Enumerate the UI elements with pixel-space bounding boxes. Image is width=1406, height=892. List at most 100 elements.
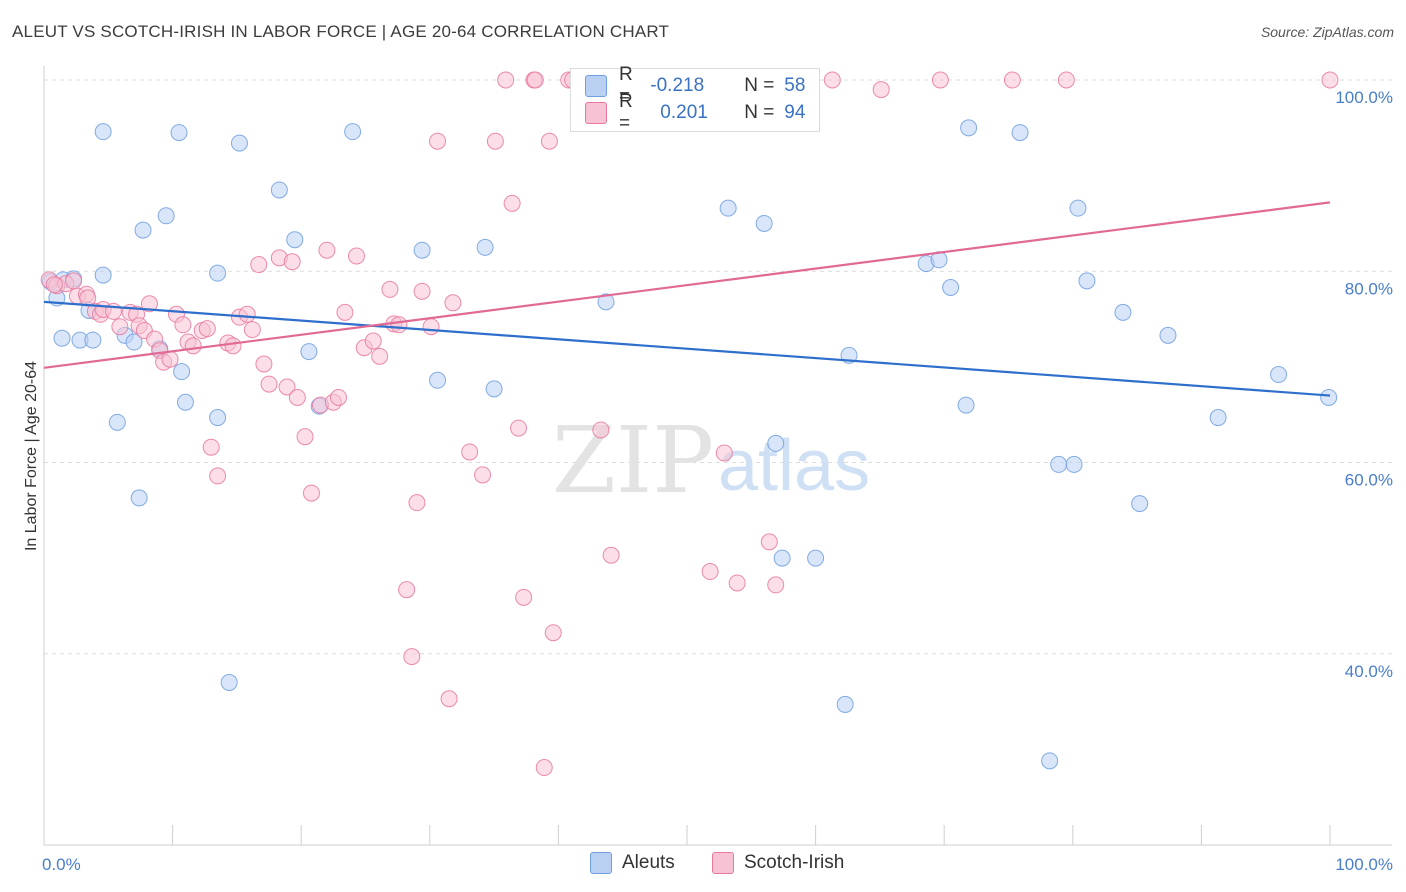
scotch-irish-point-11 xyxy=(111,318,129,336)
scotch-irish-point-24 xyxy=(184,337,202,355)
aleut-point-42 xyxy=(942,279,960,297)
scotch-irish-point-74 xyxy=(544,624,562,642)
scotch-irish-point-39 xyxy=(283,253,301,271)
scotch-irish-point-67 xyxy=(503,194,521,212)
aleut-point-30 xyxy=(429,371,447,389)
scotch-irish-point-66 xyxy=(497,71,515,89)
aleut-point-12 xyxy=(270,181,288,199)
x-tick-label-1: 100.0% xyxy=(1335,855,1393,874)
aleut-point-20 xyxy=(173,363,191,381)
scotch-irish-point-69 xyxy=(515,588,533,606)
aleut-point-36 xyxy=(773,549,791,567)
legend-row-scotch-irish: R = 0.201 N = 94 xyxy=(585,91,806,134)
aleut-point-32 xyxy=(597,293,615,311)
scotch-irish-point-22 xyxy=(174,316,192,334)
scotch-irish-point-72 xyxy=(535,759,553,777)
aleut-point-23 xyxy=(108,413,126,431)
scotch-irish-point-54 xyxy=(390,316,408,334)
chart-title: ALEUT VS SCOTCH-IRISH IN LABOR FORCE | A… xyxy=(12,22,670,41)
aleut-point-24 xyxy=(130,489,148,507)
scotch-irish-point-55 xyxy=(398,581,416,599)
aleut-n-label: N = xyxy=(744,75,775,96)
aleut-point-11 xyxy=(344,123,362,141)
aleut-point-28 xyxy=(413,241,431,259)
y-tick-label-3: 100.0% xyxy=(1335,88,1393,107)
aleut-point-39 xyxy=(836,695,854,713)
bottom-legend-scotch-irish: Scotch-Irish xyxy=(712,852,844,874)
scotch-irish-point-64 xyxy=(474,466,492,484)
scotch-irish-point-30 xyxy=(224,337,242,355)
aleut-swatch xyxy=(585,75,607,97)
y-axis-label: In Labor Force | Age 20-64 xyxy=(23,361,40,551)
scotch-irish-point-59 xyxy=(422,318,440,336)
aleut-point-13 xyxy=(157,207,175,225)
aleut-point-48 xyxy=(1065,455,1083,473)
scotch-n-value: 94 xyxy=(784,102,806,123)
legend-row-aleut: R = -0.218 N = 58 xyxy=(585,64,806,107)
aleut-point-4 xyxy=(53,329,71,347)
scotch-irish-point-88 xyxy=(872,81,890,99)
scotch-irish-point-89 xyxy=(931,71,949,89)
scotch-irish-point-42 xyxy=(302,484,320,502)
scotch-r-label: R = xyxy=(619,91,633,134)
scotch-irish-point-68 xyxy=(510,419,528,437)
aleut-point-44 xyxy=(960,119,978,137)
scotch-irish-point-62 xyxy=(444,294,462,312)
aleut-point-51 xyxy=(1114,303,1132,321)
scotch-irish-point-33 xyxy=(243,321,261,339)
aleut-n-value: 58 xyxy=(784,75,806,96)
scotch-irish-legend-swatch xyxy=(712,852,734,874)
bottom-legend-aleuts: Aleuts xyxy=(590,852,675,874)
scotch-irish-point-34 xyxy=(250,256,268,274)
scotch-irish-point-46 xyxy=(329,388,347,406)
y-tick-label-1: 60.0% xyxy=(1345,471,1393,490)
scotch-irish-point-63 xyxy=(461,443,479,461)
scotch-irish-point-57 xyxy=(408,494,426,512)
scotch-irish-point-20 xyxy=(161,350,179,368)
aleut-point-21 xyxy=(176,393,194,411)
aleut-point-8 xyxy=(94,123,112,141)
aleut-point-9 xyxy=(170,124,188,142)
scotch-irish-point-38 xyxy=(278,378,296,396)
scotch-irish-point-40 xyxy=(288,388,306,406)
scotch-irish-point-92 xyxy=(1321,71,1339,89)
scotch-irish-legend-label: Scotch-Irish xyxy=(744,852,845,873)
watermark-atlas: atlas xyxy=(718,426,870,506)
aleut-point-15 xyxy=(286,231,304,249)
scotch-irish-swatch xyxy=(585,102,607,124)
scotch-irish-point-78 xyxy=(602,546,620,564)
aleut-point-37 xyxy=(807,549,825,567)
aleut-point-22 xyxy=(209,409,227,427)
x-tick-labels: 0.0% 100.0% xyxy=(42,855,1393,874)
aleut-point-16 xyxy=(209,264,227,282)
x-tick-label-0: 0.0% xyxy=(42,855,81,874)
scotch-irish-point-82 xyxy=(715,444,733,462)
y-tick-label-2: 80.0% xyxy=(1345,279,1393,298)
aleut-point-47 xyxy=(1050,455,1068,473)
y-tick-labels: 40.0% 60.0% 80.0% 100.0% xyxy=(1335,88,1393,681)
watermark-zip: ZIP xyxy=(552,407,714,514)
data-points xyxy=(40,71,1339,777)
scotch-irish-point-16 xyxy=(140,295,158,313)
scotch-irish-point-83 xyxy=(728,574,746,592)
scotch-irish-point-47 xyxy=(336,303,354,321)
aleut-trend-line xyxy=(43,300,1331,397)
scotch-irish-point-81 xyxy=(701,563,719,581)
scotch-irish-point-85 xyxy=(767,576,785,594)
scotch-irish-point-60 xyxy=(429,132,447,150)
scotch-irish-point-56 xyxy=(403,648,421,666)
scotch-irish-point-50 xyxy=(364,332,382,350)
aleut-point-10 xyxy=(230,134,248,152)
scotch-irish-point-36 xyxy=(260,375,278,393)
scotch-irish-point-61 xyxy=(440,690,458,708)
scotch-r-value: 0.201 xyxy=(660,102,708,123)
scotch-irish-point-71 xyxy=(526,71,544,89)
axes xyxy=(43,66,1392,846)
aleuts-legend-label: Aleuts xyxy=(622,852,675,873)
aleut-point-14 xyxy=(134,221,152,239)
aleut-point-53 xyxy=(1159,326,1177,344)
trend-lines xyxy=(43,201,1331,397)
scotch-irish-point-65 xyxy=(486,132,504,150)
scotch-irish-point-51 xyxy=(371,347,389,365)
aleut-point-6 xyxy=(84,331,102,349)
